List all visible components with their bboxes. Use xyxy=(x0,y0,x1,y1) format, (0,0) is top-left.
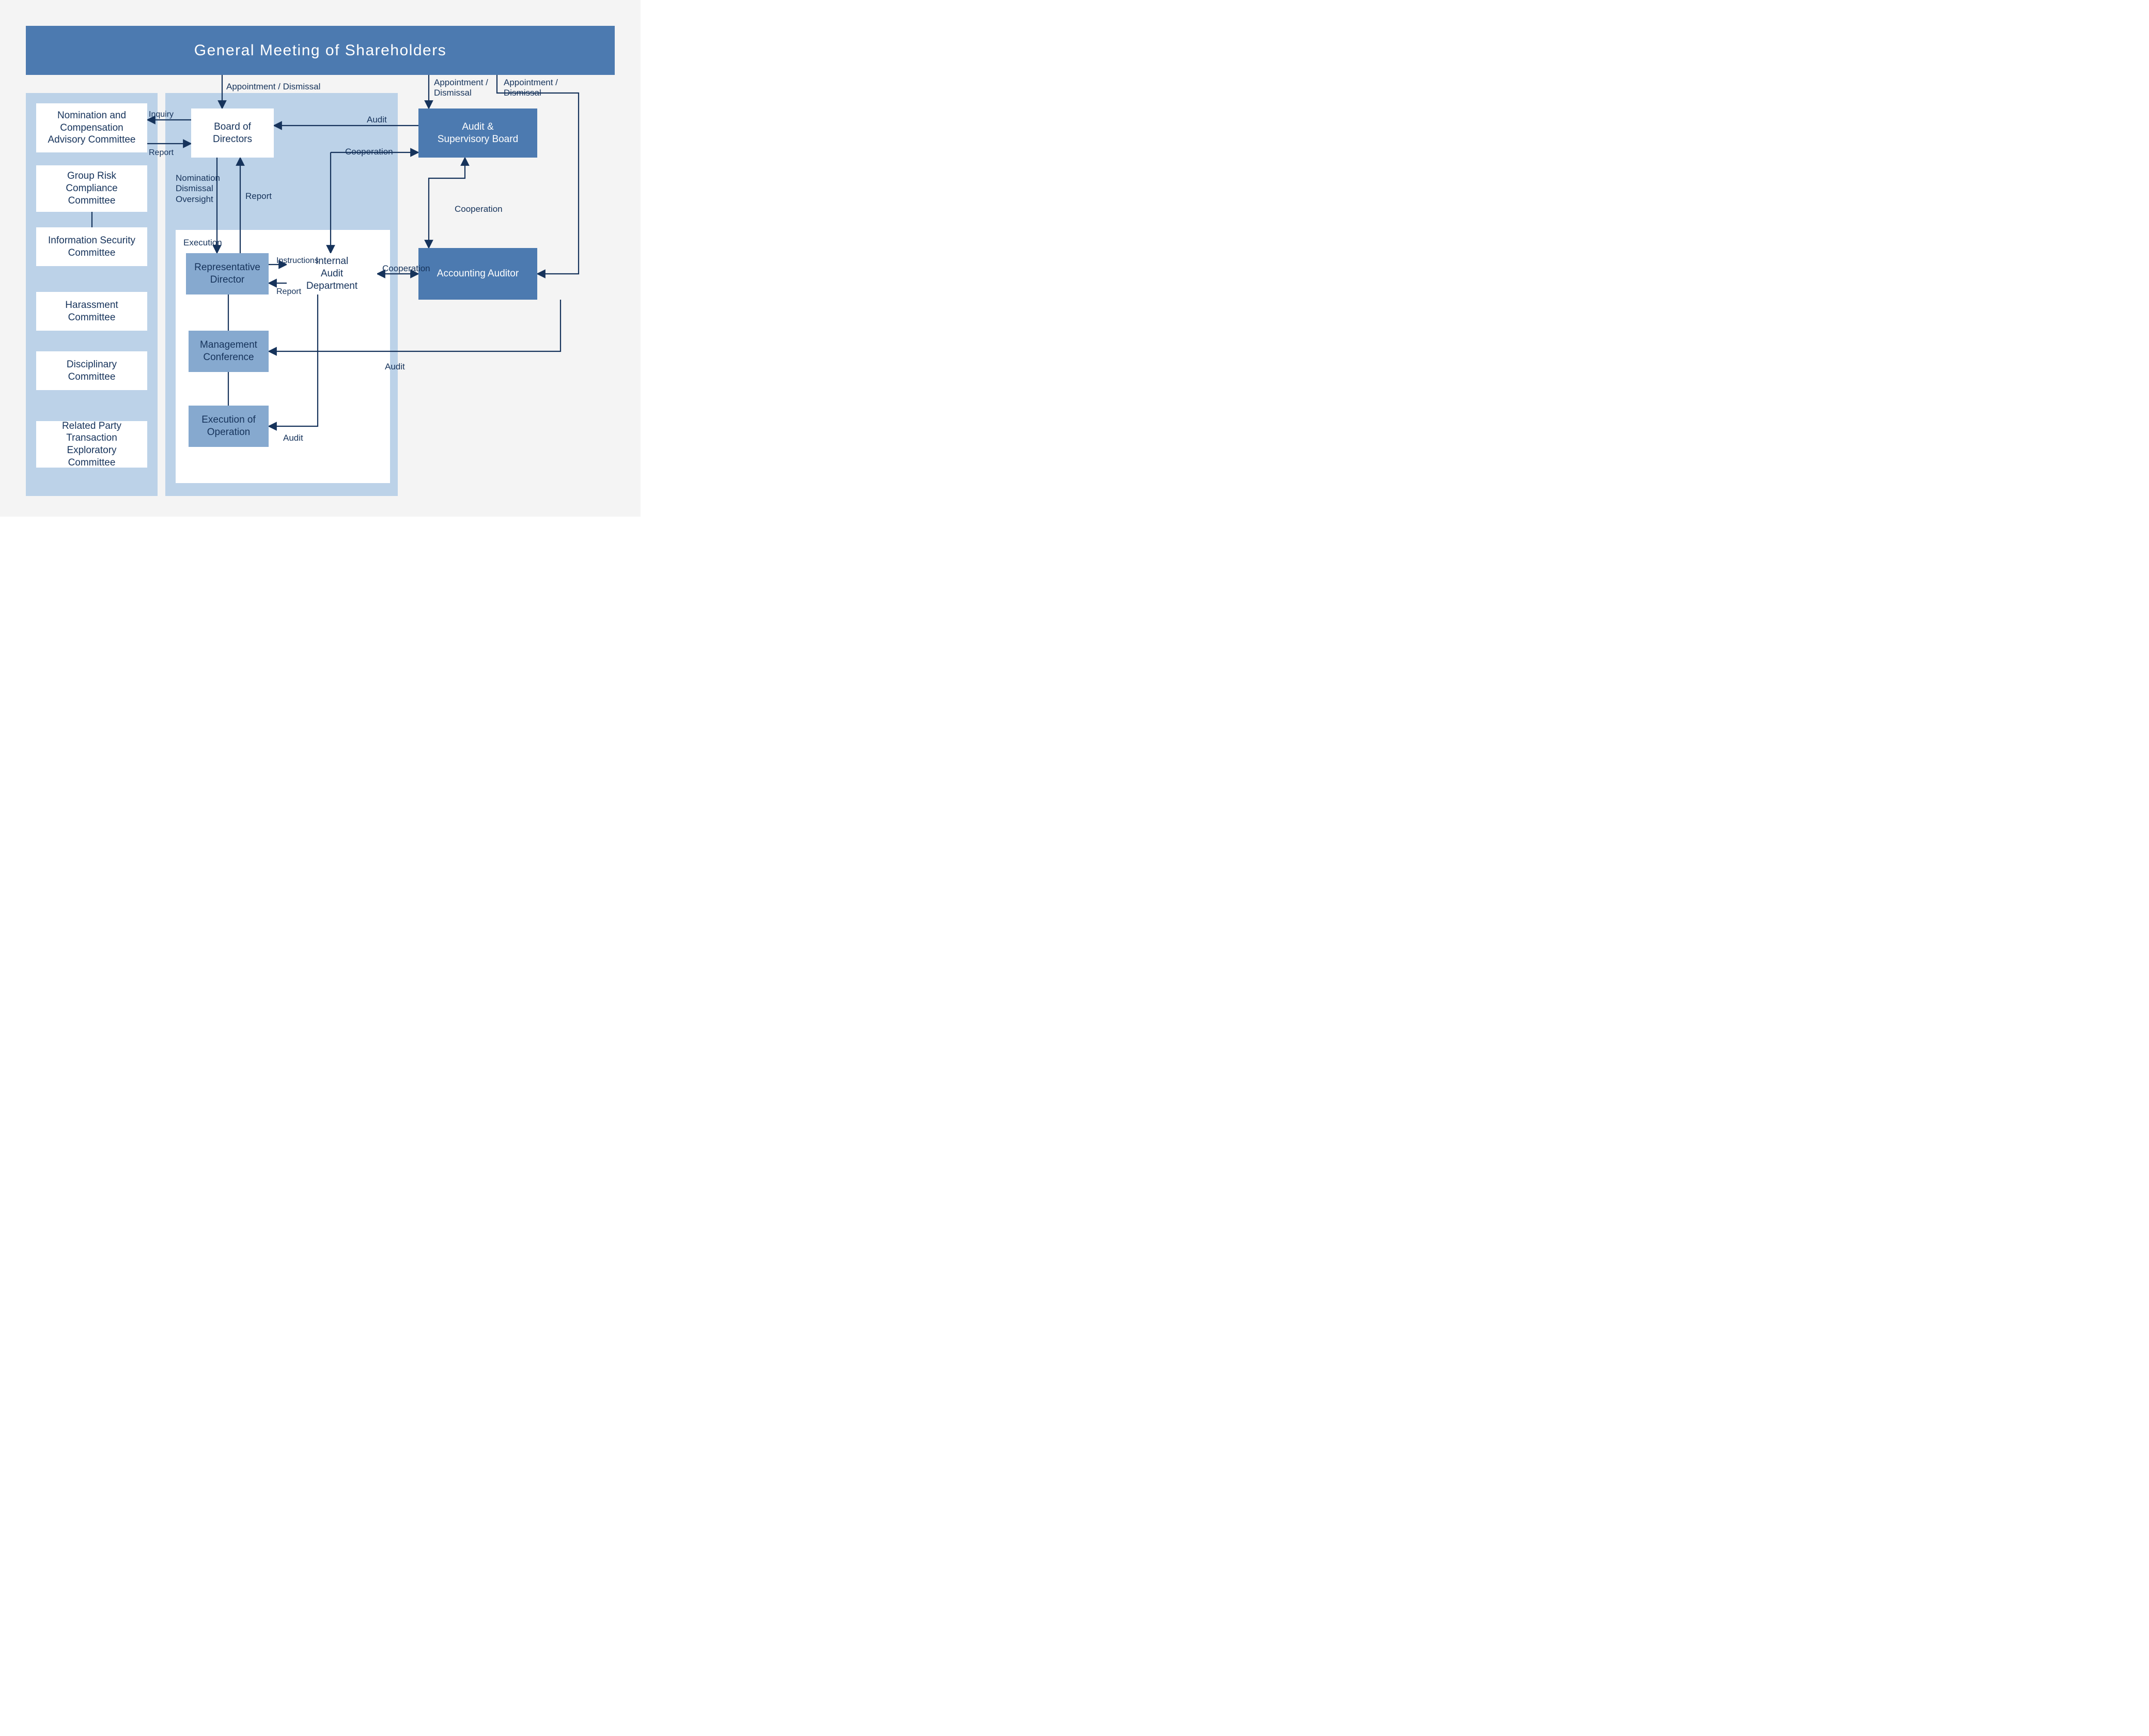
node-board-label: Board of Directors xyxy=(213,121,252,146)
node-c_infosec-label: Information Security Committee xyxy=(48,235,135,259)
label-appt1: Appointment / Dismissal xyxy=(226,82,320,92)
label-appt3: Appointment / Dismissal xyxy=(504,78,558,99)
label-audit1: Audit xyxy=(367,115,387,125)
node-mgmtconf: Management Conference xyxy=(189,331,269,372)
label-nomdis: Nomination Dismissal Oversight xyxy=(176,173,220,205)
node-c_related: Related Party Transaction Exploratory Co… xyxy=(36,421,147,468)
node-c_disc: Disciplinary Committee xyxy=(36,351,147,390)
label-audit3: Audit xyxy=(283,433,303,443)
node-c_nomcomp: Nomination and Compensation Advisory Com… xyxy=(36,103,147,152)
node-c_grouprisk-label: Group Risk Compliance Committee xyxy=(66,170,117,207)
node-c_related-label: Related Party Transaction Exploratory Co… xyxy=(43,420,140,469)
label-instructions: Instructions xyxy=(276,256,319,266)
label-coop2: Cooperation xyxy=(382,264,430,274)
node-auditor: Accounting Auditor xyxy=(418,248,537,300)
label-execution: Execution xyxy=(183,238,222,248)
node-header: General Meeting of Shareholders xyxy=(26,26,615,75)
node-execop-label: Execution of Operation xyxy=(201,414,256,439)
label-inquiry: Inquiry xyxy=(149,110,174,119)
org-chart: General Meeting of Shareholders Nominatio… xyxy=(0,0,641,517)
node-auditor-label: Accounting Auditor xyxy=(437,268,519,280)
node-execop: Execution of Operation xyxy=(189,406,269,447)
node-asboard-label: Audit & Supervisory Board xyxy=(438,121,518,146)
label-coop3: Cooperation xyxy=(455,204,503,214)
label-appt2: Appointment / Dismissal xyxy=(434,78,488,99)
node-asboard: Audit & Supervisory Board xyxy=(418,109,537,158)
edge xyxy=(429,158,465,248)
label-report2: Report xyxy=(245,191,272,202)
label-report1: Report xyxy=(149,148,174,158)
label-report3: Report xyxy=(276,287,301,297)
label-coop1: Cooperation xyxy=(345,147,393,157)
node-c_grouprisk: Group Risk Compliance Committee xyxy=(36,165,147,212)
node-c_infosec: Information Security Committee xyxy=(36,227,147,266)
edge xyxy=(497,75,579,274)
node-c_nomcomp-label: Nomination and Compensation Advisory Com… xyxy=(48,110,136,146)
node-c_harass: Harassment Committee xyxy=(36,292,147,331)
node-repdir: Representative Director xyxy=(186,253,269,295)
node-board: Board of Directors xyxy=(191,109,274,158)
node-c_harass-label: Harassment Committee xyxy=(43,299,140,324)
node-repdir-label: Representative Director xyxy=(194,261,260,286)
node-c_disc-label: Disciplinary Committee xyxy=(43,359,140,383)
label-audit2: Audit xyxy=(385,362,405,372)
node-mgmtconf-label: Management Conference xyxy=(200,339,257,364)
node-header-label: General Meeting of Shareholders xyxy=(194,41,446,60)
